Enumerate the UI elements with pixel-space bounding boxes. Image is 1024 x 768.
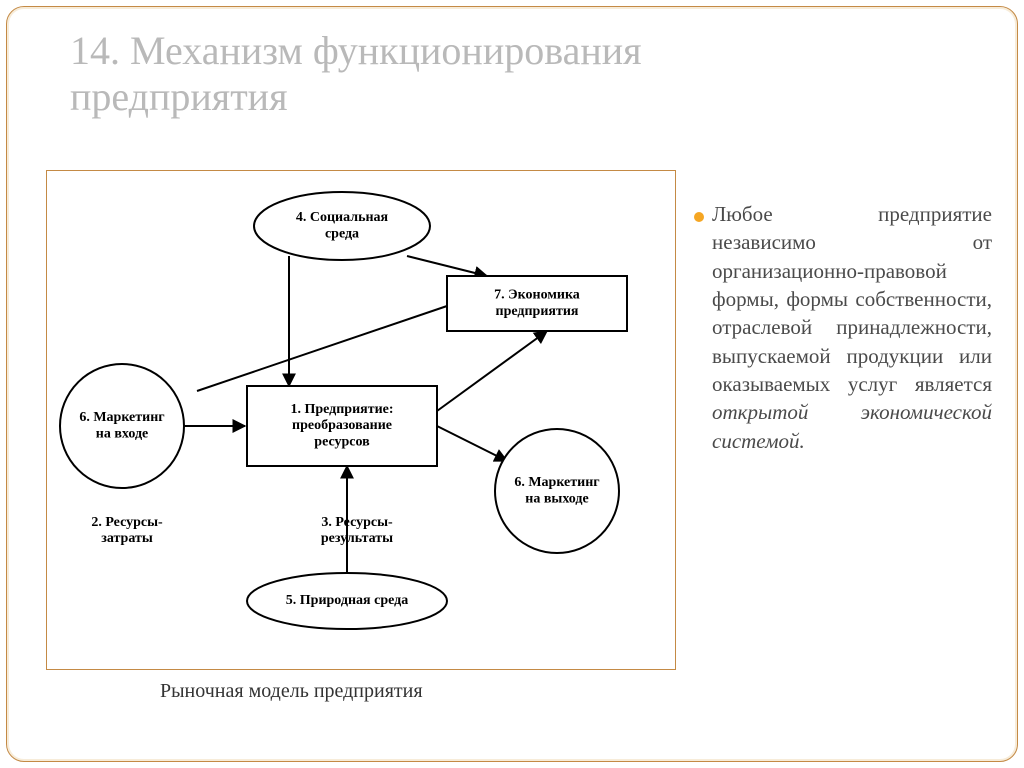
edge [407,256,487,276]
edge [197,306,447,391]
side-text-italic: открытой экономической системой. [712,400,992,452]
node-label: 1. Предприятие: [290,402,393,417]
node-label: 6. Маркетинг [514,475,599,490]
node-label: на входе [96,426,149,441]
node-label: на выходе [525,491,588,506]
free-label: затраты [101,531,153,546]
node-label: преобразование [292,418,392,433]
free-label: результаты [321,531,393,546]
node-label: 7. Экономика [494,288,580,303]
node-label: 6. Маркетинг [79,410,164,425]
edge [437,426,507,461]
diagram-caption: Рыночная модель предприятия [160,680,423,703]
free-label: 3. Ресурсы- [321,515,393,530]
free-label: 2. Ресурсы- [91,515,163,530]
node-label: ресурсов [314,434,370,449]
slide-title: 14. Механизм функционирования предприяти… [70,28,770,120]
diagram-svg: 1. Предприятие:преобразованиересурсов 4. … [47,171,677,671]
side-paragraph: Любое предприятие независимо от организа… [712,200,992,455]
edge [437,331,547,411]
bullet-icon [694,212,704,222]
node-label: 4. Социальная [296,210,389,225]
node-label: среда [325,226,359,241]
node-label: предприятия [496,304,579,319]
node-label: 5. Природная среда [286,593,408,608]
diagram-container: 1. Предприятие:преобразованиересурсов 4. … [46,170,676,670]
side-text-pre: Любое предприятие независимо от организа… [712,202,992,396]
